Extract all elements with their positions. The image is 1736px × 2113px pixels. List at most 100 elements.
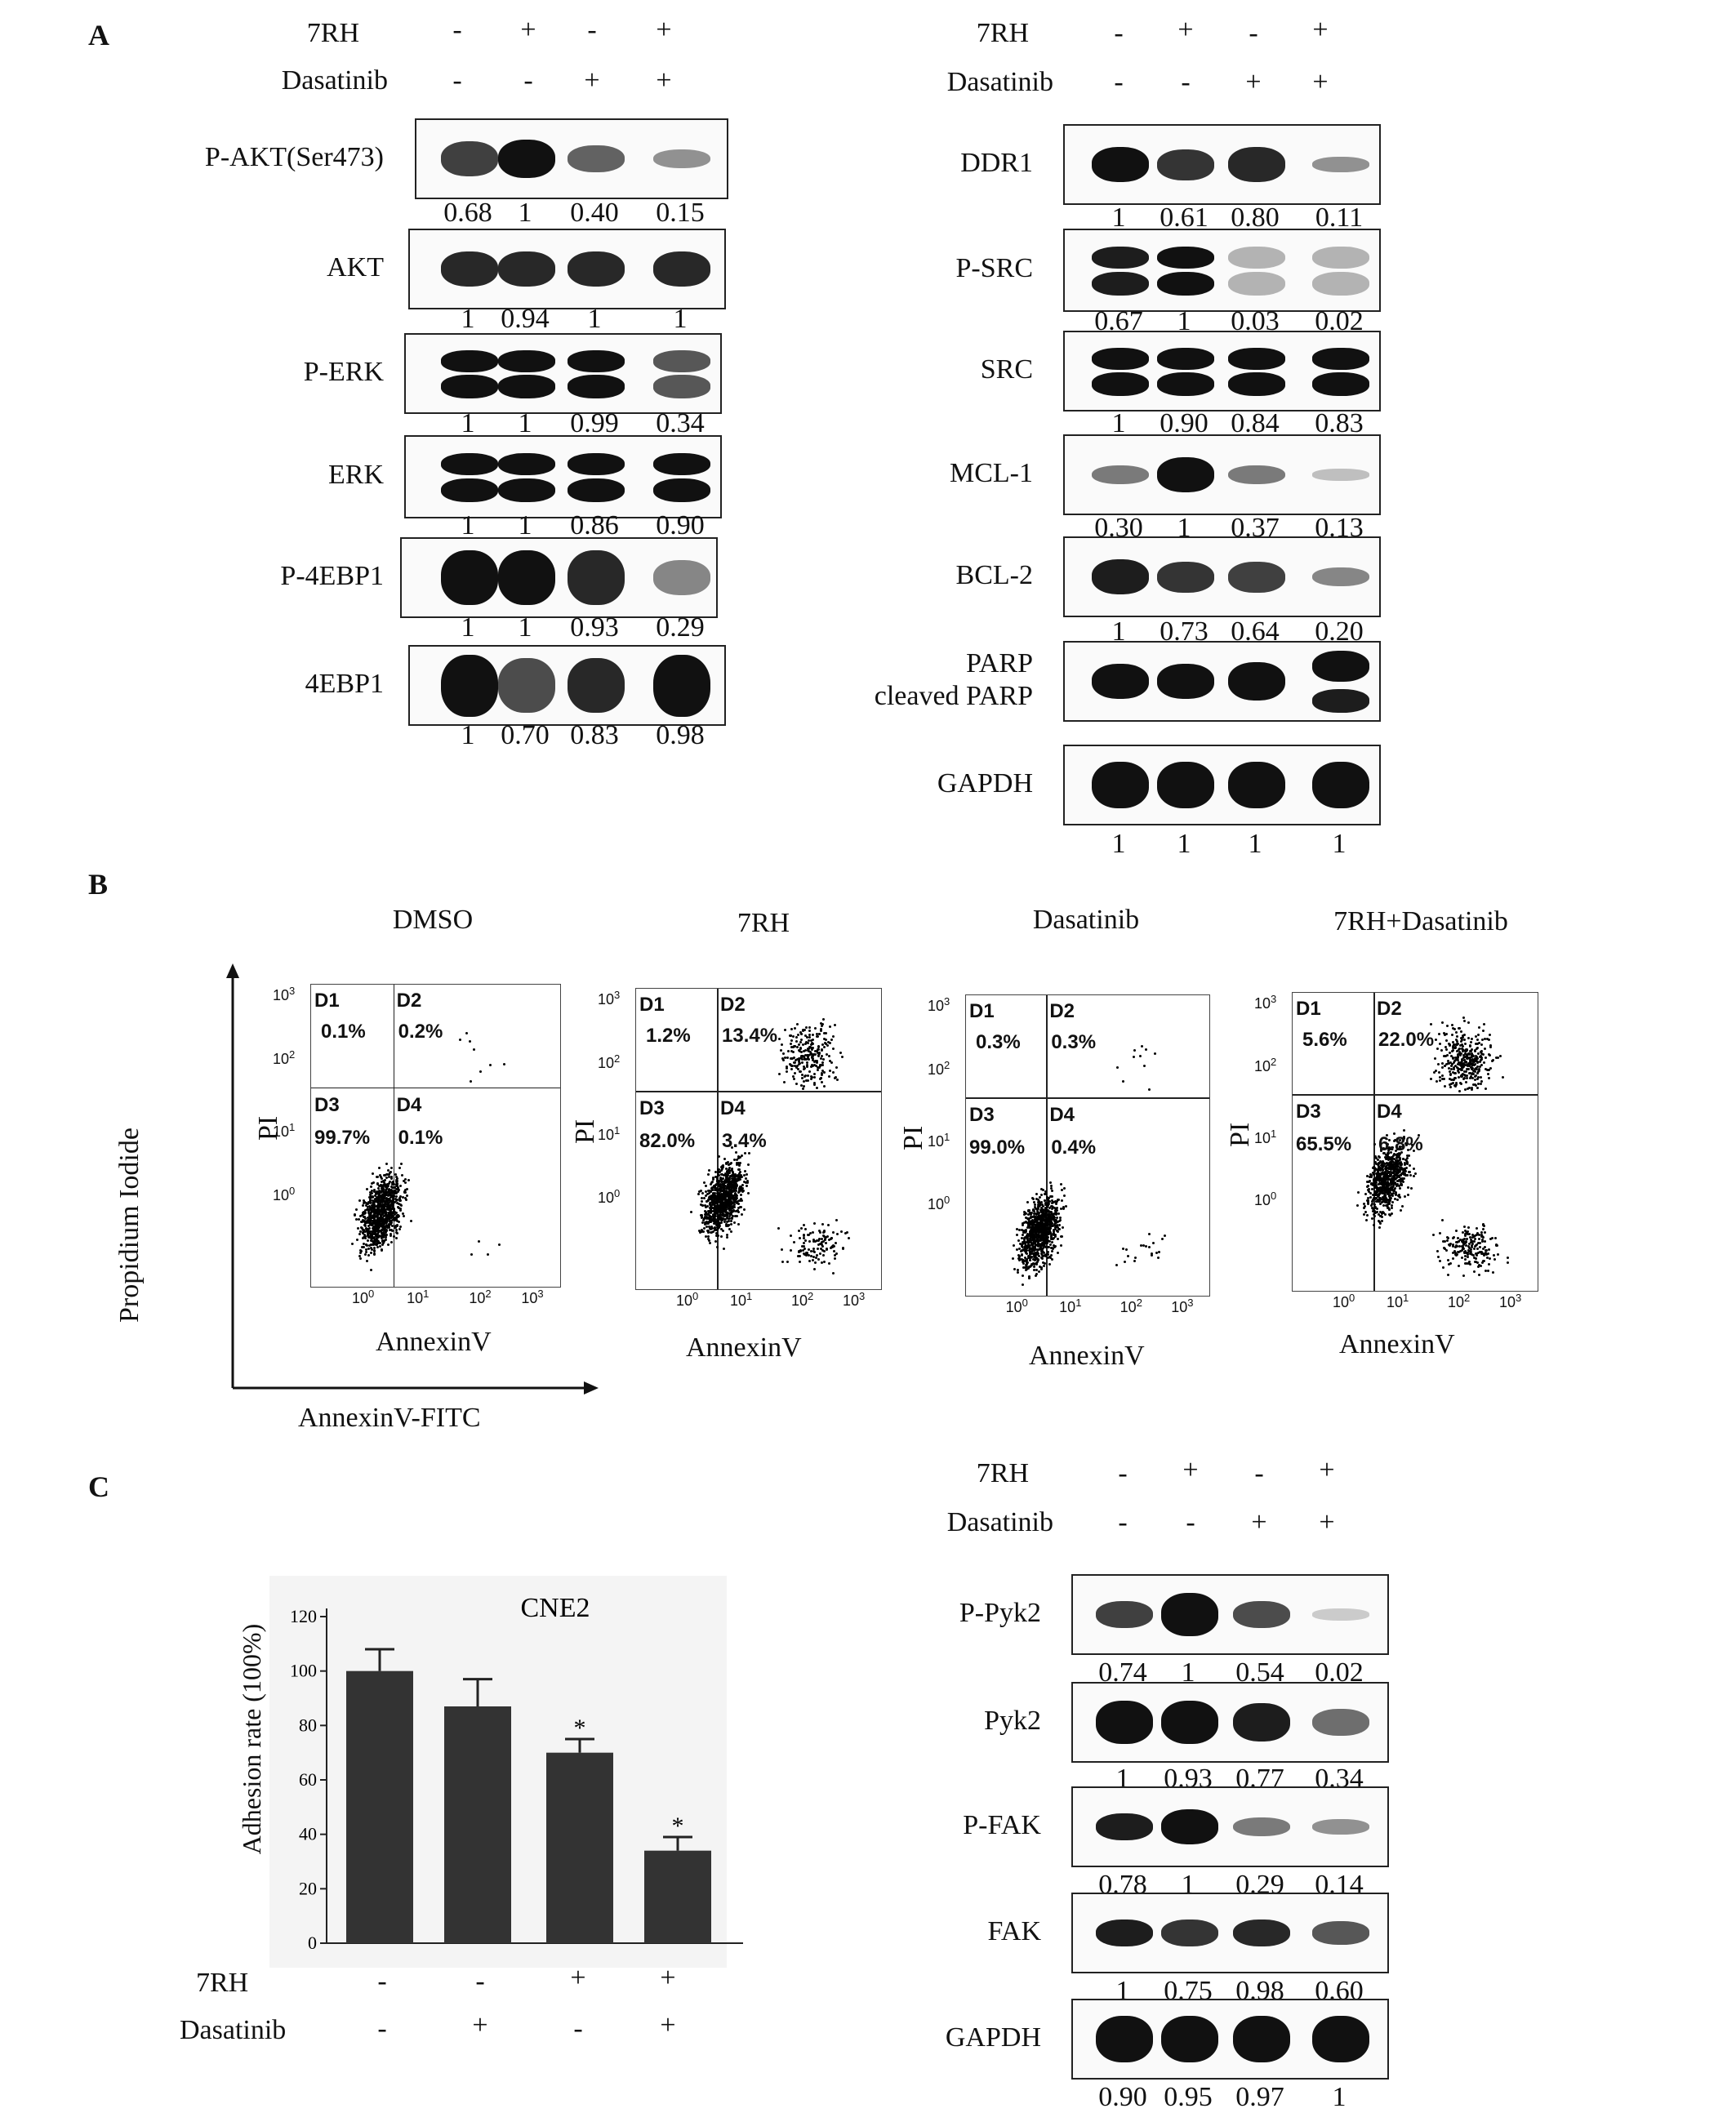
quadrant-divider-vertical xyxy=(1373,993,1375,1291)
scatter-dot xyxy=(708,1203,711,1206)
scatter-dot xyxy=(1454,1072,1458,1075)
scatter-dot xyxy=(1469,1040,1472,1043)
scatter-dot xyxy=(710,1183,713,1186)
scatter-dot xyxy=(730,1179,733,1182)
blot-label: BCL-2 xyxy=(955,559,1033,590)
scatter-dot xyxy=(812,1055,815,1058)
scatter-dot xyxy=(1492,1271,1495,1274)
band xyxy=(1096,1813,1153,1841)
scatter-dot xyxy=(703,1216,706,1219)
scatter-dot xyxy=(1382,1203,1385,1207)
scatter-dot xyxy=(363,1245,366,1248)
scatter-dot xyxy=(718,1221,721,1225)
scatter-dot xyxy=(745,1181,748,1185)
scatter-dot xyxy=(722,1203,725,1206)
scatter-dot xyxy=(359,1257,363,1261)
scatter-dot xyxy=(366,1219,369,1222)
sign: - xyxy=(1254,1458,1264,1488)
scatter-dot xyxy=(728,1187,731,1190)
scatter-dot xyxy=(1467,1256,1470,1259)
scatter-dot xyxy=(1039,1208,1043,1211)
band xyxy=(1228,246,1285,269)
scatter-dot xyxy=(721,1200,724,1203)
band xyxy=(1312,1608,1369,1621)
scatter-dot xyxy=(1042,1211,1045,1214)
scatter-dot xyxy=(794,1026,797,1030)
scatter-dot xyxy=(1058,1218,1062,1221)
scatter-dot xyxy=(361,1236,364,1239)
scatter-dot xyxy=(701,1230,705,1233)
scatter-dot xyxy=(389,1188,393,1191)
scatter-dot xyxy=(1482,1225,1485,1228)
scatter-dot xyxy=(380,1180,383,1183)
band xyxy=(1233,1919,1290,1947)
scatter-dot xyxy=(393,1217,396,1221)
scatter-dot xyxy=(1036,1230,1039,1233)
scatter-dot xyxy=(363,1236,367,1239)
scatter-dot xyxy=(727,1163,730,1167)
scatter-dot xyxy=(1377,1172,1380,1176)
band xyxy=(1312,2016,1369,2062)
scatter-dot xyxy=(390,1212,394,1214)
scatter-dot xyxy=(1453,1027,1456,1030)
scatter-dot xyxy=(791,1045,795,1048)
scatter-dot xyxy=(715,1196,719,1199)
scatter-dot xyxy=(389,1172,392,1175)
scatter-dot xyxy=(711,1176,714,1179)
scatter-dot xyxy=(841,1246,844,1249)
flow-y-tick: 103 xyxy=(598,989,621,1008)
scatter-dot xyxy=(723,1181,727,1184)
band xyxy=(1228,147,1285,182)
scatter-dot xyxy=(385,1229,389,1232)
scatter-dot xyxy=(796,1034,799,1037)
scatter-dot xyxy=(803,1244,806,1248)
quadrant-divider-horizontal xyxy=(966,1097,1209,1099)
scatter-dot xyxy=(714,1239,717,1243)
quadrant-d2-value: 13.4% xyxy=(722,1025,778,1047)
scatter-dot xyxy=(394,1178,398,1181)
scatter-dot xyxy=(376,1235,380,1239)
scatter-dot xyxy=(1022,1230,1025,1234)
band xyxy=(568,452,625,476)
scatter-dot xyxy=(381,1221,385,1225)
band xyxy=(1228,762,1285,808)
quant-value: 1 xyxy=(1332,2082,1347,2112)
band xyxy=(653,478,710,503)
scatter-dot xyxy=(1454,1031,1458,1034)
scatter-dot xyxy=(393,1195,396,1199)
band xyxy=(653,560,710,595)
scatter-dot xyxy=(719,1218,722,1221)
scatter-dot xyxy=(1455,1034,1458,1038)
band xyxy=(1157,246,1214,269)
scatter-dot xyxy=(1042,1261,1045,1265)
tick-exponent: 3 xyxy=(1187,1297,1194,1309)
flow-plot-title: DMSO xyxy=(392,905,474,935)
scatter-dot xyxy=(732,1221,736,1224)
scatter-dot xyxy=(372,1188,376,1191)
scatter-dot xyxy=(723,1189,726,1192)
scatter-dot xyxy=(1488,1248,1491,1252)
scatter-dot xyxy=(735,1158,738,1161)
scatter-dot xyxy=(728,1214,731,1217)
scatter-dot xyxy=(1400,1183,1404,1186)
scatter-dot xyxy=(385,1177,388,1180)
scatter-dot xyxy=(724,1175,728,1178)
scatter-dot xyxy=(1044,1231,1047,1234)
scatter-dot xyxy=(1054,1235,1057,1239)
tick-exponent: 3 xyxy=(944,995,950,1008)
band xyxy=(1092,372,1149,396)
scatter-dot xyxy=(811,1048,814,1051)
scatter-dot xyxy=(1044,1236,1048,1239)
scatter-dot xyxy=(812,1239,815,1242)
scatter-dot xyxy=(705,1190,708,1193)
scatter-dot xyxy=(737,1177,740,1180)
scatter-dot xyxy=(737,1191,740,1194)
scatter-dot xyxy=(723,1220,726,1223)
scatter-dot xyxy=(1446,1273,1449,1276)
scatter-dot xyxy=(707,1229,710,1232)
scatter-dot xyxy=(1449,1074,1452,1077)
scatter-dot xyxy=(809,1050,812,1053)
scatter-dot xyxy=(720,1199,723,1202)
scatter-dot xyxy=(812,1247,816,1250)
scatter-dot xyxy=(1451,1041,1454,1044)
